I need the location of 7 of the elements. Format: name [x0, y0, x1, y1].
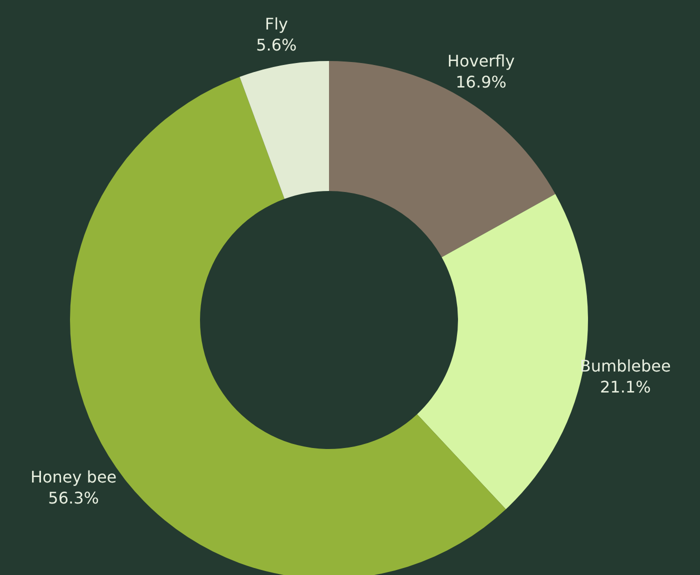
slice-label: Honey bee	[30, 467, 117, 486]
slice-label: Fly	[264, 14, 288, 34]
data-label: 16.9%	[456, 72, 506, 92]
data-label: 5.6%	[256, 36, 297, 55]
slice-label: Hoverfly	[447, 51, 515, 70]
data-label: 21.1%	[600, 378, 651, 397]
data-label: 56.3%	[48, 488, 99, 508]
